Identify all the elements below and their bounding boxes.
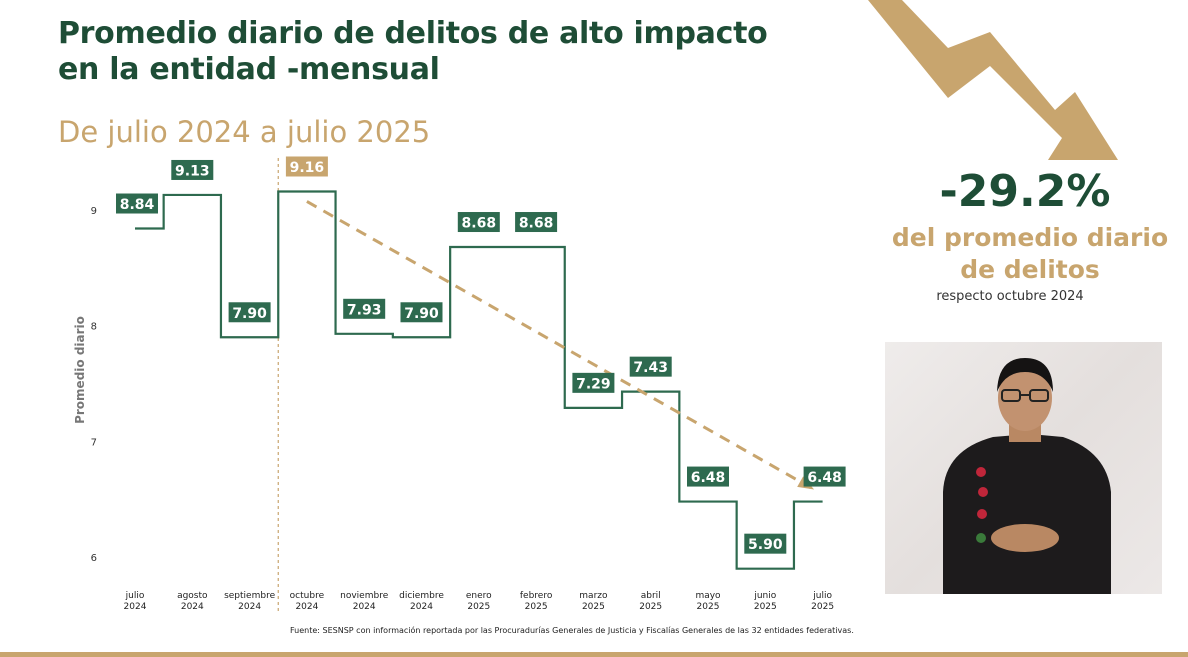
data-label-box bbox=[572, 372, 615, 393]
title-line-1: Promedio diario de delitos de alto impac… bbox=[58, 16, 768, 51]
x-tick-month: noviembre bbox=[340, 591, 389, 601]
x-tick-month: marzo bbox=[579, 591, 608, 601]
data-label: 5.90 bbox=[748, 537, 783, 553]
data-label-box bbox=[285, 156, 328, 177]
data-label: 7.90 bbox=[404, 306, 439, 322]
x-tick-month: octubre bbox=[290, 591, 325, 601]
down-trend-arrow-icon bbox=[868, 0, 1118, 160]
x-tick-year: 2025 bbox=[525, 602, 548, 612]
x-tick-year: 2025 bbox=[697, 602, 720, 612]
x-tick-year: 2024 bbox=[295, 602, 318, 612]
data-label-box bbox=[629, 356, 672, 377]
x-tick-year: 2024 bbox=[410, 602, 433, 612]
kpi-label-line-1: del promedio diario bbox=[891, 223, 1169, 252]
kpi-label: del promedio diario de delitos bbox=[880, 222, 1180, 286]
data-label-box bbox=[744, 533, 787, 554]
y-axis-title: Promedio diario bbox=[73, 316, 87, 424]
footer-bar bbox=[0, 652, 1188, 657]
data-label-box bbox=[171, 159, 214, 180]
data-label-box bbox=[400, 302, 443, 323]
x-tick-year: 2024 bbox=[181, 602, 204, 612]
data-label-box bbox=[687, 466, 729, 487]
sign-language-interpreter-video bbox=[885, 342, 1162, 594]
data-label: 8.68 bbox=[462, 216, 497, 232]
data-label: 6.48 bbox=[691, 470, 726, 486]
x-tick-month: julio bbox=[125, 591, 145, 601]
data-label: 7.29 bbox=[576, 376, 611, 392]
data-label: 8.84 bbox=[120, 197, 155, 213]
interpreter-person bbox=[943, 358, 1111, 594]
data-label-box bbox=[457, 212, 500, 233]
kpi-label-line-2: de delitos bbox=[960, 255, 1100, 284]
x-tick-month: junio bbox=[753, 591, 776, 601]
data-label-box bbox=[228, 302, 271, 323]
y-tick-label: 8 bbox=[91, 322, 97, 333]
x-tick-month: agosto bbox=[177, 591, 208, 601]
data-label-box bbox=[515, 212, 558, 233]
x-tick-year: 2024 bbox=[124, 602, 147, 612]
y-tick-label: 9 bbox=[91, 206, 97, 217]
data-label: 9.13 bbox=[175, 163, 210, 179]
page-title: Promedio diario de delitos de alto impac… bbox=[58, 16, 838, 88]
kpi-percentage: -29.2% bbox=[939, 166, 1111, 217]
data-label-box bbox=[116, 193, 158, 214]
x-tick-year: 2025 bbox=[467, 602, 490, 612]
x-tick-month: septiembre bbox=[224, 591, 275, 601]
data-label: 6.48 bbox=[807, 470, 842, 486]
x-tick-month: diciembre bbox=[399, 591, 444, 601]
data-label-box bbox=[803, 466, 846, 487]
x-tick-month: mayo bbox=[695, 591, 721, 601]
x-tick-year: 2025 bbox=[811, 602, 834, 612]
data-label-box bbox=[343, 298, 386, 319]
x-tick-month: enero bbox=[466, 591, 492, 601]
source-note: Fuente: SESNSP con información reportada… bbox=[290, 626, 854, 635]
title-line-2: en la entidad -mensual bbox=[58, 52, 440, 87]
x-tick-year: 2025 bbox=[754, 602, 777, 612]
x-tick-year: 2025 bbox=[639, 602, 662, 612]
step-line-chart: Promedio diario 6 7 8 9 8.84 9.13 7.90 9.16 7.93 7… bbox=[73, 156, 846, 612]
data-label: 7.43 bbox=[633, 360, 668, 376]
y-tick-label: 6 bbox=[91, 553, 97, 564]
x-tick-year: 2024 bbox=[238, 602, 261, 612]
x-tick-month: febrero bbox=[520, 591, 553, 601]
x-tick-year: 2024 bbox=[353, 602, 376, 612]
data-label: 9.16 bbox=[290, 160, 325, 176]
series-step-line bbox=[135, 190, 823, 570]
x-tick-month: abril bbox=[641, 591, 661, 601]
data-label: 7.90 bbox=[232, 306, 267, 322]
y-tick-label: 7 bbox=[91, 437, 97, 448]
x-tick-year: 2025 bbox=[582, 602, 605, 612]
page-subtitle: De julio 2024 a julio 2025 bbox=[58, 115, 431, 149]
data-label: 7.93 bbox=[347, 302, 382, 318]
data-label: 8.68 bbox=[519, 216, 554, 232]
trend-line-dashed bbox=[306, 200, 812, 489]
kpi-note: respecto octubre 2024 bbox=[936, 289, 1084, 304]
x-tick-month: julio bbox=[812, 591, 832, 601]
